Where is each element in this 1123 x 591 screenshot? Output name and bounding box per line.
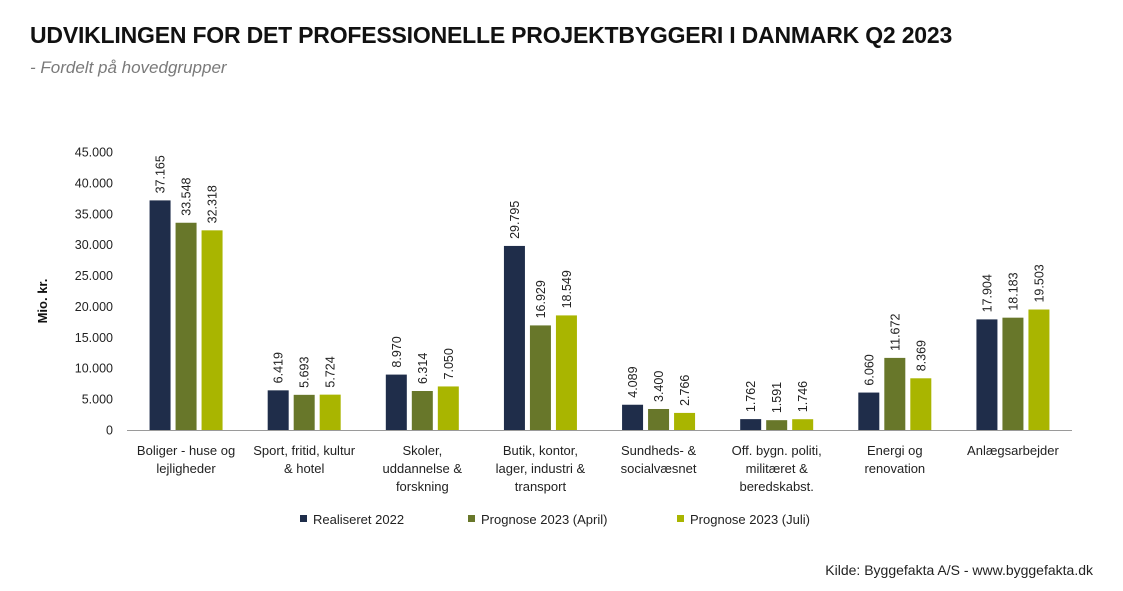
x-tick-label: lager, industri & xyxy=(496,461,586,476)
chart-subtitle: - Fordelt på hovedgrupper xyxy=(30,58,227,77)
legend-swatch xyxy=(677,515,684,522)
data-label: 6.419 xyxy=(272,352,286,383)
bar xyxy=(976,319,998,430)
source-credit: Kilde: Byggefakta A/S - www.byggefakta.d… xyxy=(825,562,1093,578)
x-tick-label: Boliger - huse og xyxy=(137,443,235,458)
data-label: 2.766 xyxy=(678,375,692,406)
bar xyxy=(648,408,670,430)
data-label: 3.400 xyxy=(652,371,666,402)
data-label: 8.369 xyxy=(914,340,928,371)
y-tick-label: 30.000 xyxy=(75,238,113,252)
x-tick-label: Sport, fritid, kultur xyxy=(253,443,356,458)
data-label: 4.089 xyxy=(626,366,640,397)
x-tick-label: socialvæsnet xyxy=(621,461,697,476)
data-label: 7.050 xyxy=(442,348,456,379)
y-tick-label: 0 xyxy=(106,424,113,438)
bar xyxy=(201,230,223,430)
data-label: 33.548 xyxy=(180,177,194,215)
bar xyxy=(293,394,315,430)
bar xyxy=(740,419,762,430)
x-tick-label: uddannelse & xyxy=(383,461,463,476)
data-label: 1.591 xyxy=(770,382,784,413)
bar xyxy=(503,245,525,430)
chart-title: UDVIKLINGEN FOR DET PROFESSIONELLE PROJE… xyxy=(30,22,953,48)
bar xyxy=(1028,309,1050,430)
x-tick-label: renovation xyxy=(864,461,925,476)
y-tick-label: 40.000 xyxy=(75,176,113,190)
y-tick-label: 35.000 xyxy=(75,207,113,221)
y-tick-label: 20.000 xyxy=(75,300,113,314)
y-tick-label: 5.000 xyxy=(82,393,113,407)
bar xyxy=(1002,317,1024,430)
data-label: 6.060 xyxy=(862,354,876,385)
data-label: 37.165 xyxy=(154,155,168,193)
data-label: 11.672 xyxy=(888,314,902,351)
x-tick-label: transport xyxy=(515,479,567,494)
bar xyxy=(319,394,341,430)
bar xyxy=(910,378,932,430)
y-tick-label: 10.000 xyxy=(75,362,113,376)
y-tick-label: 25.000 xyxy=(75,269,113,283)
bar xyxy=(529,325,551,430)
bar xyxy=(792,419,814,430)
bar xyxy=(175,222,197,430)
data-label: 18.183 xyxy=(1006,272,1020,310)
bar xyxy=(437,386,459,430)
data-label: 29.795 xyxy=(508,201,522,239)
data-label: 1.746 xyxy=(796,381,810,412)
data-label: 8.970 xyxy=(390,336,404,367)
y-axis-title: Mio. kr. xyxy=(35,279,50,324)
legend-label: Prognose 2023 (Juli) xyxy=(690,512,810,527)
x-tick-label: Anlægsarbejder xyxy=(967,443,1059,458)
x-tick-label: forskning xyxy=(396,479,449,494)
x-tick-label: lejligheder xyxy=(156,461,216,476)
bar xyxy=(858,392,880,430)
bar xyxy=(267,390,289,430)
data-label: 32.318 xyxy=(206,185,220,223)
bar xyxy=(411,390,433,430)
x-tick-label: Butik, kontor, xyxy=(503,443,578,458)
data-label: 17.904 xyxy=(980,274,994,312)
data-label: 16.929 xyxy=(534,280,548,318)
y-tick-label: 15.000 xyxy=(75,331,113,345)
legend-label: Realiseret 2022 xyxy=(313,512,404,527)
legend-swatch xyxy=(468,515,475,522)
x-tick-label: Skoler, xyxy=(402,443,442,458)
data-label: 19.503 xyxy=(1032,264,1046,302)
x-tick-label: militæret & xyxy=(746,461,808,476)
x-tick-label: Energi og xyxy=(867,443,923,458)
legend-label: Prognose 2023 (April) xyxy=(481,512,607,527)
bar xyxy=(766,420,788,430)
y-tick-label: 45.000 xyxy=(75,146,113,160)
data-label: 1.762 xyxy=(744,381,758,412)
x-tick-label: Sundheds- & xyxy=(621,443,696,458)
x-tick-label: beredskabst. xyxy=(739,479,813,494)
bar xyxy=(622,404,644,430)
bar xyxy=(385,374,407,430)
data-label: 5.724 xyxy=(324,356,338,387)
data-label: 6.314 xyxy=(416,353,430,384)
x-tick-label: & hotel xyxy=(284,461,325,476)
bar xyxy=(884,357,906,430)
x-tick-label: Off. bygn. politi, xyxy=(732,443,822,458)
bar xyxy=(674,412,696,430)
legend-swatch xyxy=(300,515,307,522)
data-label: 18.549 xyxy=(560,270,574,308)
data-label: 5.693 xyxy=(298,357,312,388)
bar xyxy=(149,200,171,430)
bar xyxy=(555,315,577,430)
